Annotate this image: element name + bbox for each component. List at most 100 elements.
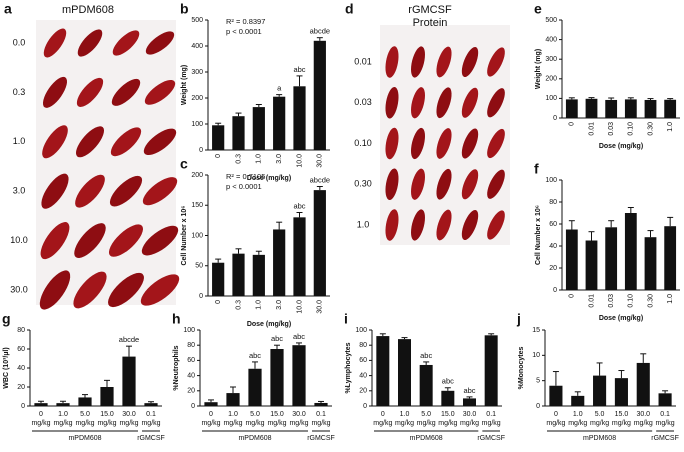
spleen <box>140 274 180 306</box>
bar-label: abc <box>442 377 454 386</box>
y-tick-label: 40 <box>17 365 25 372</box>
bar <box>270 349 284 406</box>
annotation: R² = 0.7105 <box>226 172 265 181</box>
x-axis-label: Dose (mg/kg) <box>599 315 643 322</box>
y-tick-label: 0 <box>553 115 557 122</box>
bar <box>248 368 262 406</box>
group-label: rGMCSF <box>137 435 165 442</box>
x-tick-label: 30.0 <box>317 154 324 168</box>
annotation: p < 0.0001 <box>226 182 262 191</box>
spleen <box>40 222 70 260</box>
spleen <box>143 128 177 156</box>
spleen <box>142 177 178 206</box>
y-tick-label: 0 <box>199 293 203 300</box>
bar <box>122 356 136 406</box>
spleen <box>385 209 399 241</box>
spleen <box>385 46 399 78</box>
y-tick-label: 20 <box>17 384 25 391</box>
x-tick-label: 1.0 <box>256 154 263 164</box>
dose-label: 0.03 <box>354 97 372 107</box>
panel-letter: d <box>345 1 354 17</box>
bar <box>226 393 240 406</box>
x-tick-label: 0.1 mg/kg <box>656 411 675 427</box>
y-tick-label: 100 <box>183 327 195 334</box>
x-tick-label: 0 <box>569 122 576 126</box>
bar <box>614 378 628 406</box>
bar <box>204 402 218 406</box>
x-tick-label: 0.30 <box>647 294 654 308</box>
y-axis-label: WBC (10³/µl) <box>3 347 10 388</box>
x-tick-label: 1.0 <box>667 122 674 132</box>
y-tick-label: 80 <box>549 199 557 206</box>
y-tick-label: 100 <box>545 177 557 184</box>
bar <box>56 403 70 406</box>
y-tick-label: 10 <box>532 352 540 359</box>
y-axis-label: Cell Number x 10⁶ <box>535 205 542 265</box>
spleen <box>39 270 71 310</box>
spleen <box>436 128 452 159</box>
y-tick-label: 100 <box>545 95 557 102</box>
y-axis-label: %Neutrophils <box>173 345 180 390</box>
y-tick-label: 15 <box>532 327 540 334</box>
y-axis-label: Weight (mg) <box>535 49 542 89</box>
bar <box>100 387 114 406</box>
bar-label: abcde <box>310 175 330 184</box>
bar <box>232 116 245 150</box>
spleen <box>436 87 452 119</box>
x-tick-label: 0 <box>215 154 222 158</box>
bar <box>585 240 598 290</box>
panel-letter: c <box>180 156 188 172</box>
x-axis-label: Dose (mg/kg) <box>599 143 643 150</box>
spleen <box>461 46 479 78</box>
y-tick-label: 40 <box>359 372 367 379</box>
y-tick-label: 60 <box>187 357 195 364</box>
spleen <box>487 88 505 118</box>
x-tick-label: 15.0 mg/kg <box>97 411 116 427</box>
spleen <box>461 209 479 241</box>
spleen <box>112 30 140 56</box>
x-tick-label: 15.0 mg/kg <box>612 411 631 427</box>
x-tick-label: 0.01 <box>588 122 595 136</box>
group-label: rGMCSF <box>307 435 335 442</box>
spleen <box>385 86 399 119</box>
panel-letter: g <box>2 311 11 327</box>
bar <box>78 397 92 406</box>
x-tick-label: 0.1 mg/kg <box>311 411 330 427</box>
group-label: mPDM608 <box>410 435 443 442</box>
x-tick-label: 0.03 <box>608 122 615 136</box>
y-tick-label: 50 <box>195 263 203 270</box>
photo-background <box>36 20 176 305</box>
bar <box>605 227 618 290</box>
spleen <box>487 210 505 240</box>
spleen <box>145 31 175 55</box>
spleen <box>436 209 452 241</box>
spleen <box>461 169 479 200</box>
spleen <box>74 223 106 259</box>
dose-label: 1.0 <box>13 136 26 146</box>
bar <box>624 99 637 118</box>
y-tick-label: 20 <box>549 265 557 272</box>
annotation: R² = 0.8397 <box>226 17 265 26</box>
x-tick-label: 5.0 mg/kg <box>75 411 94 427</box>
y-tick-label: 80 <box>359 342 367 349</box>
bar <box>252 254 265 296</box>
y-tick-label: 40 <box>549 243 557 250</box>
y-tick-label: 80 <box>17 327 25 334</box>
y-tick-label: 0 <box>536 403 540 410</box>
y-tick-label: 500 <box>191 17 203 24</box>
bar <box>398 339 411 406</box>
spleen <box>43 28 67 58</box>
spleen <box>144 79 176 105</box>
spleen <box>487 47 505 77</box>
bar <box>593 375 607 406</box>
y-tick-label: 0 <box>199 147 203 154</box>
bar <box>658 393 672 406</box>
y-tick-label: 0 <box>21 403 25 410</box>
dose-label: 0.0 <box>13 37 26 47</box>
spleen <box>42 76 68 108</box>
x-tick-label: 0 mg/kg <box>201 411 220 427</box>
dose-label: 0.3 <box>13 87 26 97</box>
bar-label: abc <box>463 386 475 395</box>
spleen <box>141 225 179 256</box>
x-tick-label: 30.0 mg/kg <box>634 411 653 427</box>
